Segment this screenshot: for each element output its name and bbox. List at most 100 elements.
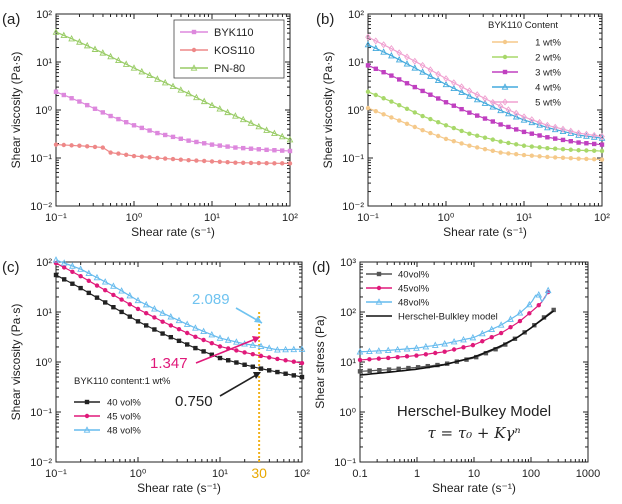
data-point xyxy=(545,154,550,160)
data-point xyxy=(257,342,265,350)
data-point xyxy=(209,352,214,357)
data-point xyxy=(490,148,495,154)
data-point xyxy=(459,106,464,112)
data-point xyxy=(497,106,504,114)
data-point xyxy=(380,48,387,55)
x-tick-label: 10² xyxy=(594,212,610,224)
annotation-arrowhead xyxy=(253,372,261,379)
y-axis-label: Shear viscosity (Pa·s) xyxy=(9,304,23,421)
legend-label: 2 wt% xyxy=(535,53,561,64)
data-point xyxy=(592,148,597,153)
plot-frame xyxy=(367,13,603,207)
data-point xyxy=(599,148,605,154)
data-point xyxy=(299,360,305,366)
data-point xyxy=(147,128,152,133)
x-tick-label: 1 xyxy=(414,468,420,480)
data-point xyxy=(77,265,84,272)
data-point xyxy=(365,63,371,68)
legend-marker xyxy=(376,271,382,277)
data-point xyxy=(381,96,386,101)
data-point xyxy=(280,148,285,153)
data-point xyxy=(163,132,168,138)
data-point xyxy=(537,154,542,159)
data-point xyxy=(176,338,182,344)
data-point xyxy=(467,110,472,115)
legend-label: 3 wt% xyxy=(535,68,561,79)
data-point xyxy=(62,277,67,282)
data-point xyxy=(422,342,430,350)
data-point xyxy=(272,161,277,166)
data-point xyxy=(373,37,379,45)
data-point xyxy=(176,327,182,332)
data-point xyxy=(536,118,543,126)
data-point xyxy=(508,325,513,330)
data-point xyxy=(375,347,383,354)
data-point xyxy=(367,368,372,373)
data-point xyxy=(470,342,476,348)
data-point xyxy=(91,45,99,52)
data-point xyxy=(202,141,207,146)
x-tick-label: 10¹ xyxy=(212,468,228,480)
data-point xyxy=(287,161,293,166)
data-point xyxy=(395,354,400,360)
data-point xyxy=(366,347,373,354)
data-point xyxy=(451,79,457,87)
data-point xyxy=(108,113,113,119)
data-point xyxy=(490,119,495,124)
data-point xyxy=(233,338,240,345)
annotation-arrowhead xyxy=(254,316,262,323)
data-point xyxy=(287,148,293,154)
data-point xyxy=(103,300,108,305)
data-point xyxy=(514,152,519,157)
data-point xyxy=(467,131,472,136)
data-point xyxy=(267,368,272,373)
series-3 xyxy=(364,40,606,141)
data-point xyxy=(367,357,372,362)
data-point xyxy=(69,262,76,269)
data-point xyxy=(443,75,449,83)
data-point xyxy=(155,130,160,136)
data-point xyxy=(217,143,222,148)
legend-marker xyxy=(84,413,90,419)
data-point xyxy=(451,347,457,352)
data-point xyxy=(411,64,419,71)
data-point xyxy=(420,128,425,133)
data-point xyxy=(234,348,239,353)
data-point xyxy=(373,92,378,98)
data-point xyxy=(108,150,113,155)
data-point xyxy=(61,92,66,98)
data-point xyxy=(239,115,247,123)
y-tick-label: 10⁻¹ xyxy=(342,153,364,165)
data-point xyxy=(53,260,59,266)
data-point xyxy=(247,119,255,126)
series-1 xyxy=(365,89,605,154)
legend: BYK110 KOS110 PN-80 xyxy=(173,19,285,79)
data-point xyxy=(365,105,371,111)
data-point xyxy=(460,335,467,343)
data-point xyxy=(290,345,298,353)
data-point xyxy=(111,305,116,310)
data-point xyxy=(488,325,496,332)
data-point xyxy=(576,140,581,145)
data-point xyxy=(415,365,421,370)
x-tick-label: 10⁻¹ xyxy=(357,212,379,224)
data-point xyxy=(526,300,533,308)
data-point xyxy=(110,282,117,289)
data-point xyxy=(419,68,426,75)
data-point xyxy=(271,129,278,137)
data-point xyxy=(233,145,238,150)
data-point xyxy=(529,153,534,158)
data-point xyxy=(135,306,141,312)
y-tick-label: 10¹ xyxy=(36,307,52,319)
data-point xyxy=(420,88,425,94)
data-point xyxy=(275,356,280,362)
y-tick-label: 10² xyxy=(340,307,356,319)
data-point xyxy=(161,78,169,86)
x-tick-label: 10¹ xyxy=(204,212,220,224)
y-tick-label: 10⁰ xyxy=(339,407,356,419)
data-point xyxy=(436,120,441,125)
data-point xyxy=(265,344,273,351)
data-point xyxy=(85,102,90,108)
